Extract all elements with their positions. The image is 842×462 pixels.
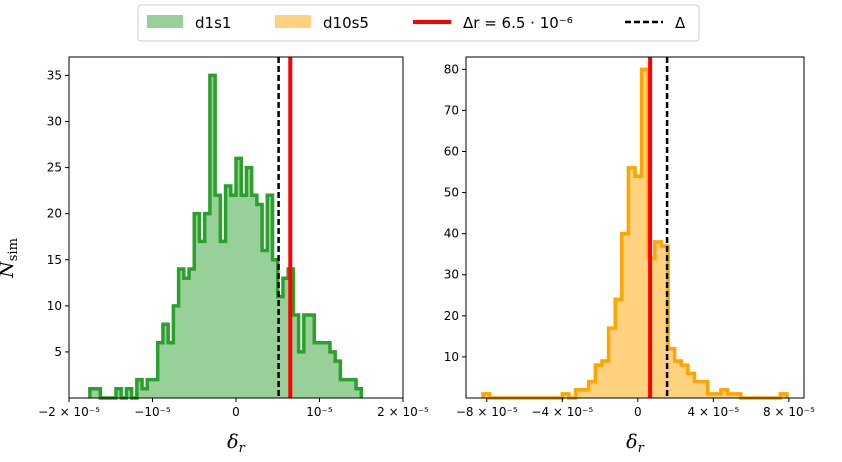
y-tick-label: 80 (444, 62, 459, 76)
y-tick-label: 35 (47, 68, 62, 82)
y-tick-label: 10 (47, 299, 62, 313)
x-tick-label: −8 × 10⁻⁵ (456, 405, 518, 419)
y-tick-label: 50 (444, 186, 459, 200)
histogram-bar (199, 241, 205, 399)
x-tick-label: −4 × 10⁻⁵ (531, 405, 593, 419)
y-tick-label: 60 (444, 144, 459, 158)
histogram-bar (319, 342, 326, 399)
y-tick-label: 10 (444, 350, 459, 364)
legend-swatch-d10s5 (275, 15, 311, 28)
plot-frame (465, 56, 805, 399)
histogram-bar (345, 379, 352, 399)
legend-swatch-d1s1 (147, 15, 183, 28)
x-tick-label: 2 × 10⁻⁵ (377, 405, 429, 419)
histogram-bar (298, 351, 305, 399)
histogram-bar (634, 175, 642, 399)
x-tick-label: 4 × 10⁻⁵ (687, 405, 739, 419)
y-tick-label: 40 (444, 227, 459, 241)
legend-label-d1s1: d1s1 (195, 14, 231, 32)
histogram-bar (694, 381, 702, 399)
y-tick-label: 25 (47, 161, 62, 175)
histogram-bar (167, 342, 174, 399)
y-tick-label: 5 (54, 345, 62, 359)
histogram-bar (654, 241, 662, 399)
histogram-step-outline (88, 73, 363, 400)
panel-left-d1s1: 5 10 15 20 25 30 35 −2 × 10⁻⁵ −10⁻⁵ 0 10⁻⁵ 2 × 10⁻⁵ (38, 56, 429, 419)
y-tick-label: 20 (444, 309, 459, 323)
histogram-bar (152, 379, 159, 399)
x-tick-label: 10⁻⁵ (306, 405, 333, 419)
x-tick-label: 0 (232, 405, 240, 419)
histogram-bar (188, 268, 195, 399)
histogram-bar (230, 194, 237, 399)
legend-label-true-dr: Δr = 6.5 · 10⁻⁶ (463, 14, 573, 32)
histogram-bar (313, 342, 320, 399)
y-tick-label: 20 (47, 207, 62, 221)
x-tick-label: 0 (634, 405, 642, 419)
histogram-bar (183, 277, 190, 399)
y-axis-label: Nsim (0, 238, 21, 279)
y-tick-label: 70 (444, 103, 459, 117)
y-tick-label: 30 (444, 268, 459, 282)
x-tick-label: 8 × 10⁻⁵ (763, 405, 815, 419)
legend-label-delta: Δ (675, 14, 686, 32)
histogram-bar (220, 241, 226, 399)
legend: d1s1 d10s5 Δr = 6.5 · 10⁻⁶ Δ (137, 4, 700, 42)
y-tick-label: 30 (47, 115, 62, 129)
legend-label-d10s5: d10s5 (323, 14, 369, 32)
x-axis-label-right: δr (626, 431, 644, 456)
histogram-bar (240, 194, 247, 399)
histogram-bar (340, 379, 346, 399)
panel-right-d10s5: 10 20 30 40 50 60 70 80 −8 × 10⁻⁵ −4 × 10⁻⁵ 0 4 × 1… (444, 56, 815, 419)
x-tick-label: −10⁻⁵ (134, 405, 171, 419)
histogram-bar (261, 250, 268, 399)
histogram-bar (246, 167, 252, 399)
histogram-bar (251, 194, 258, 399)
y-tick-label: 15 (47, 253, 62, 267)
x-tick-label: −2 × 10⁻⁵ (38, 405, 100, 419)
x-axis-label-left: δr (227, 431, 245, 456)
